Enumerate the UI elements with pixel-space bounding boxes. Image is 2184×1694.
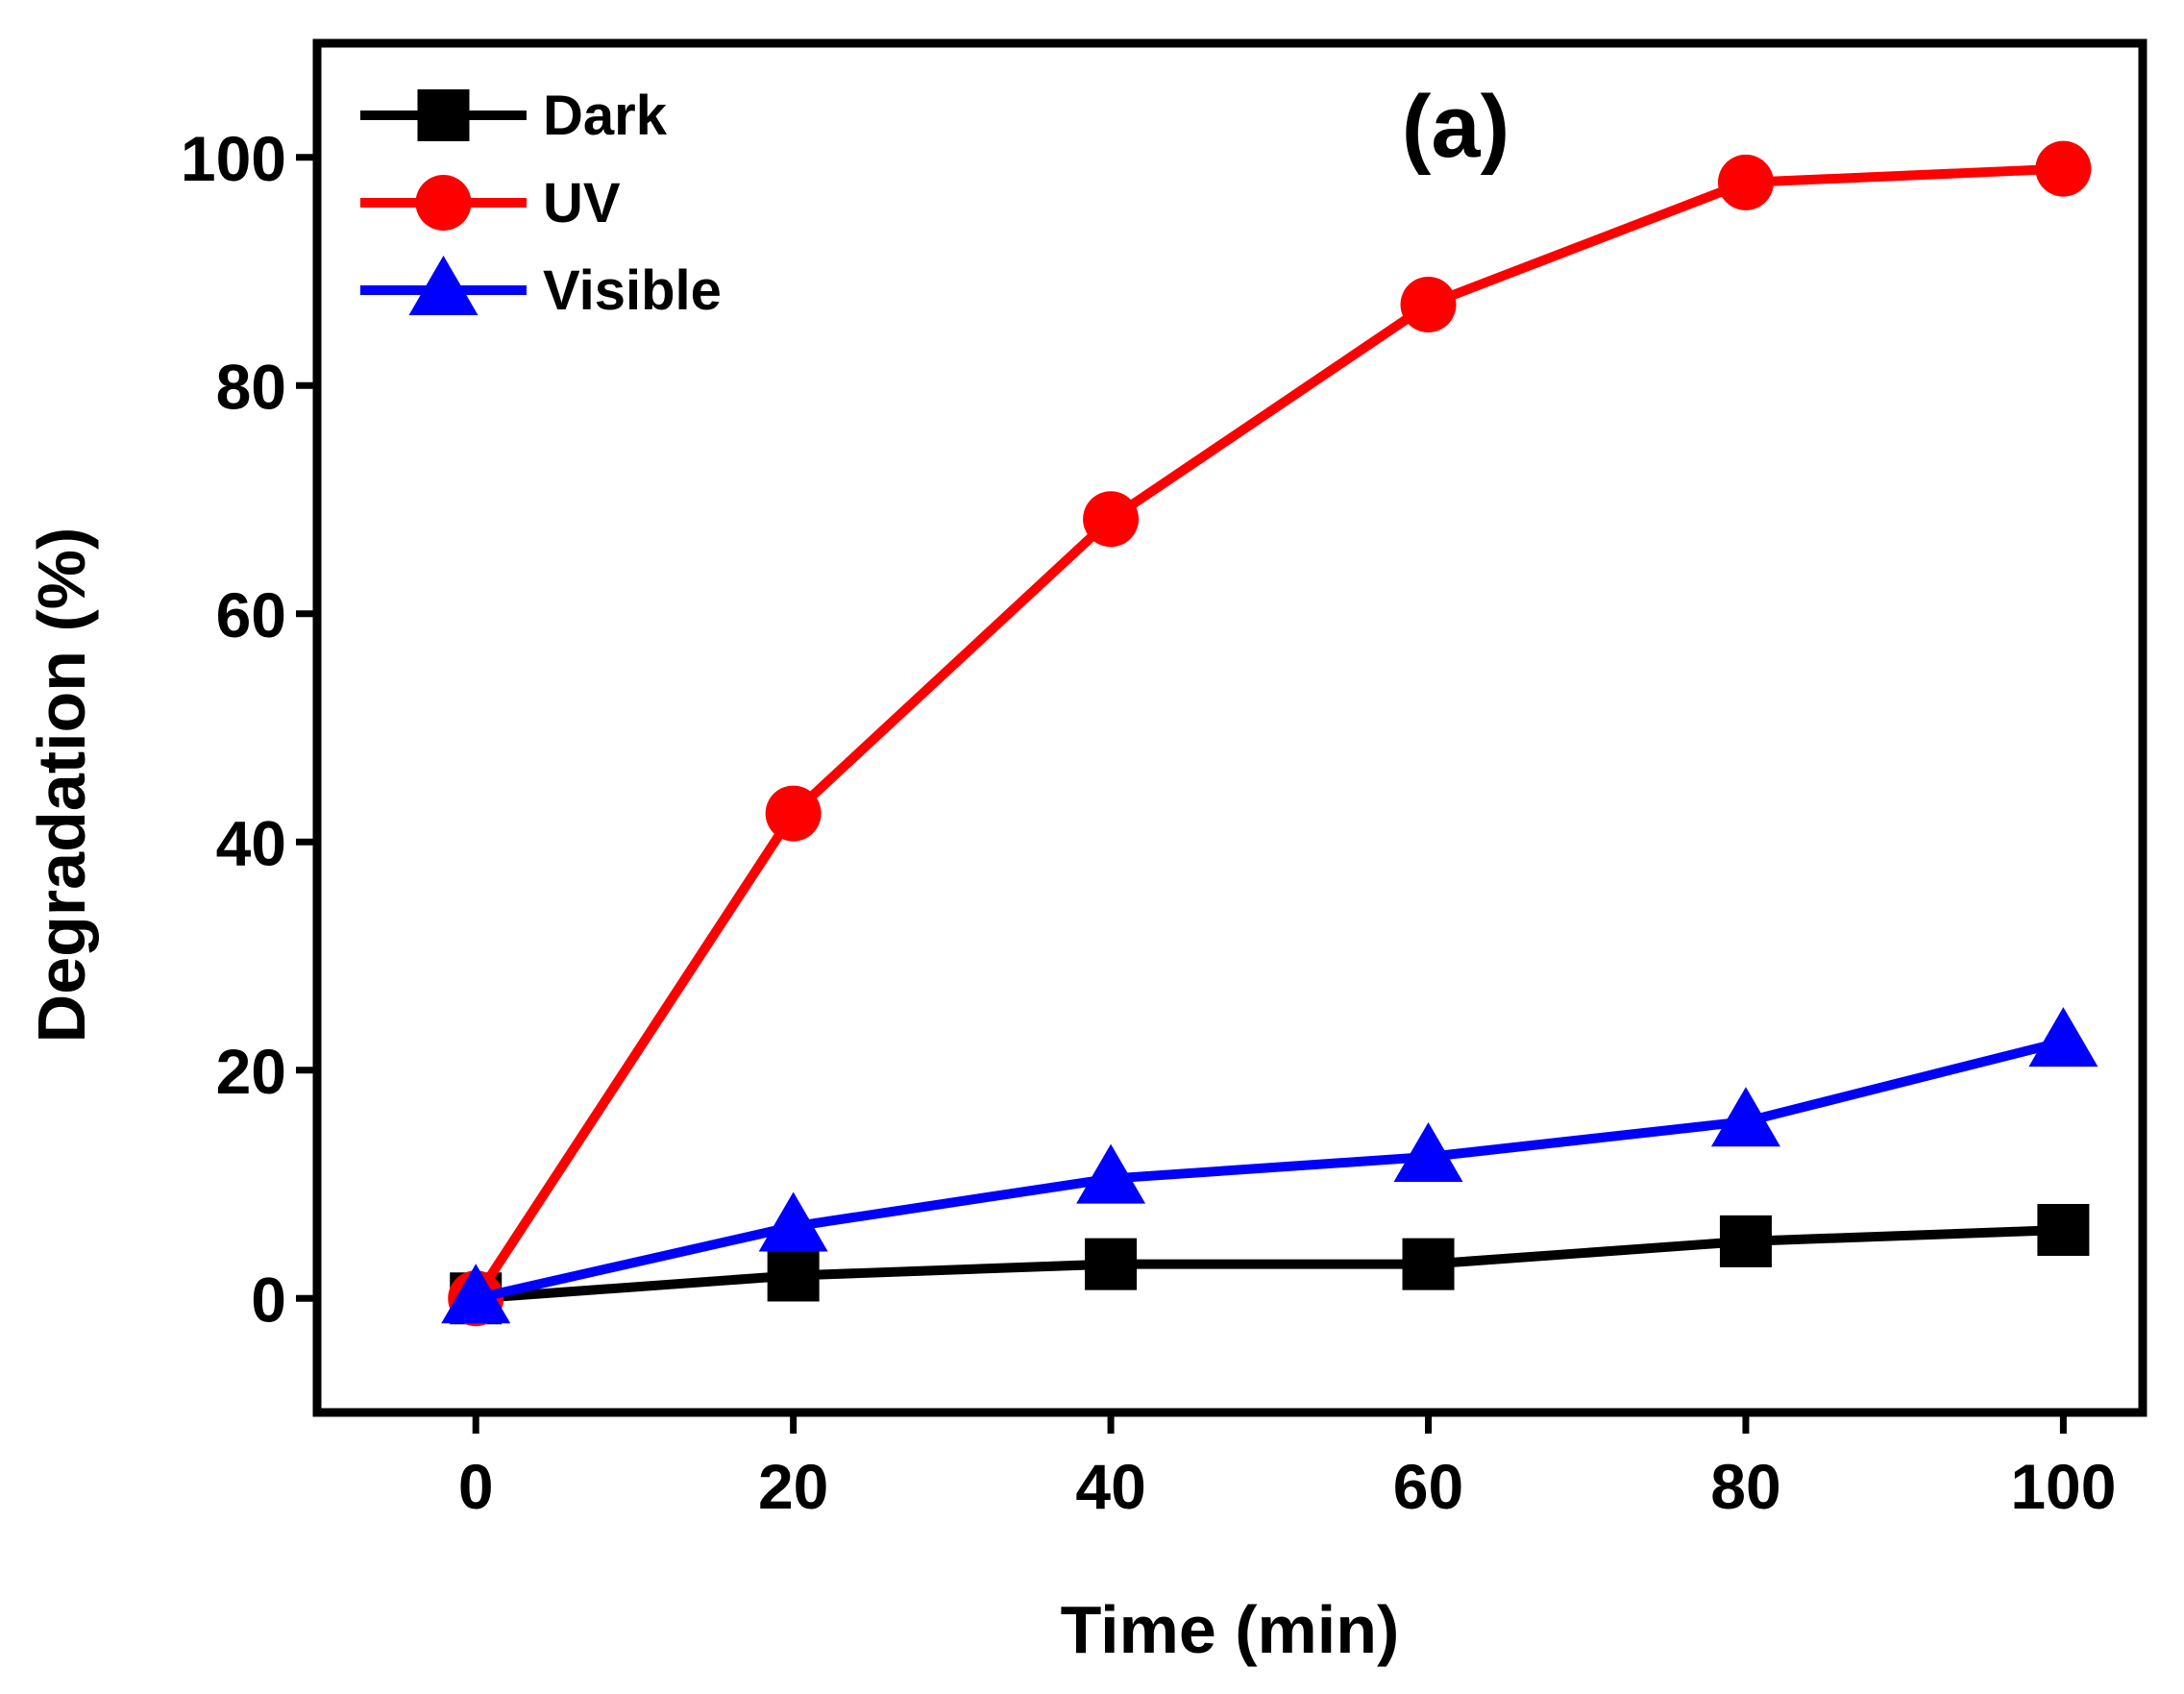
- legend-marker-uv: [415, 175, 472, 231]
- legend-label-uv: UV: [543, 172, 621, 234]
- data-point-visible: [1393, 1122, 1463, 1182]
- data-point-uv: [765, 785, 822, 842]
- plot-frame: [312, 38, 2147, 1417]
- legend: Dark UV Visible: [360, 85, 722, 322]
- data-point-uv: [1400, 276, 1457, 332]
- x-tick-label: 100: [2010, 1451, 2116, 1522]
- x-tick-label: 40: [1075, 1451, 1145, 1522]
- legend-item-visible: Visible: [360, 256, 722, 322]
- x-axis-title: Time (min): [1061, 1592, 1400, 1667]
- y-tick-label: 40: [216, 807, 286, 878]
- data-point-visible: [441, 1264, 511, 1324]
- series-layer: [441, 140, 2098, 1327]
- data-point-visible: [1076, 1143, 1146, 1204]
- y-tick-label: 60: [216, 579, 286, 651]
- y-tick-label: 100: [181, 123, 286, 194]
- data-point-dark: [1402, 1238, 1455, 1290]
- y-tick-label: 20: [216, 1036, 286, 1107]
- series-line-dark: [475, 1225, 2064, 1304]
- series-visible: [441, 1007, 2098, 1324]
- legend-item-dark: Dark: [360, 85, 668, 147]
- series-line-visible: [475, 1037, 2065, 1304]
- data-point-uv: [2035, 140, 2092, 197]
- data-point-visible: [2028, 1007, 2098, 1068]
- x-tick-label: 80: [1710, 1451, 1780, 1522]
- x-tick-label: 20: [758, 1451, 828, 1522]
- series-dark: [450, 1204, 2090, 1325]
- data-point-visible: [1710, 1087, 1780, 1147]
- legend-marker-dark: [417, 89, 470, 141]
- data-point-dark: [1085, 1238, 1138, 1290]
- data-point-uv: [1083, 491, 1140, 548]
- y-ticks: 0 20 40 60 80 100: [181, 123, 317, 1335]
- y-tick-label: 80: [216, 351, 286, 422]
- y-tick-label: 0: [251, 1264, 286, 1335]
- data-point-dark: [767, 1249, 820, 1302]
- data-point-dark: [1719, 1215, 1772, 1267]
- y-axis-title: Degradation (%): [24, 528, 99, 1043]
- legend-item-uv: UV: [360, 172, 621, 234]
- x-tick-label: 0: [458, 1451, 494, 1522]
- x-ticks: 0 20 40 60 80 100: [458, 1412, 2116, 1522]
- x-tick-label: 60: [1393, 1451, 1463, 1522]
- data-point-uv: [1717, 154, 1774, 210]
- legend-label-visible: Visible: [543, 259, 722, 322]
- data-point-visible: [758, 1191, 828, 1252]
- legend-marker-visible: [408, 256, 479, 315]
- series-line-uv: [472, 163, 2064, 1301]
- legend-label-dark: Dark: [543, 85, 668, 147]
- panel-label: (a): [1402, 78, 1509, 176]
- data-point-dark: [2037, 1204, 2090, 1256]
